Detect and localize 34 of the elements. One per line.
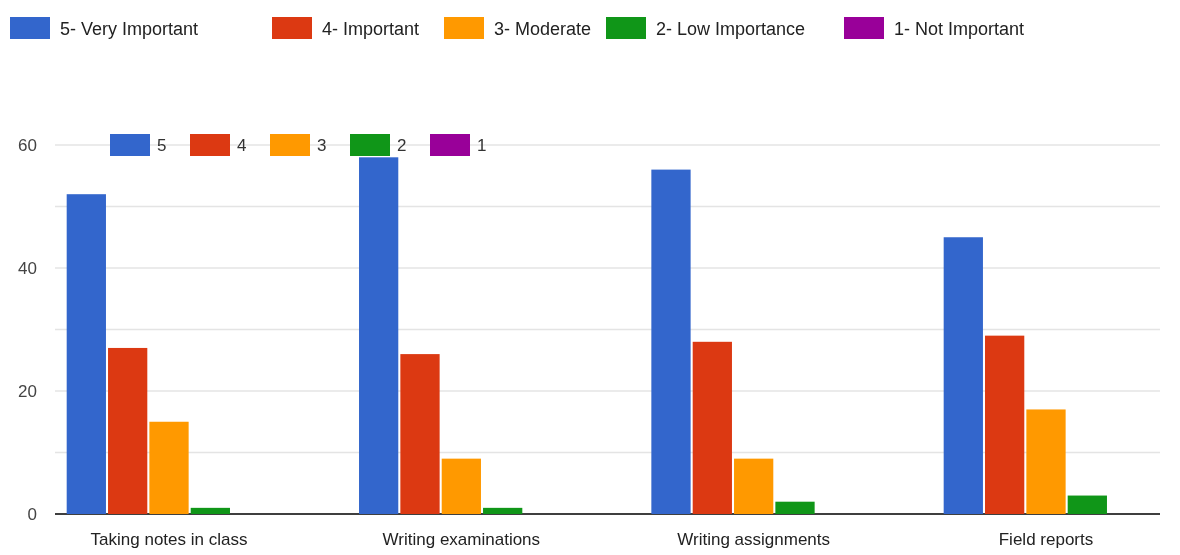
x-tick-label: Writing assignments: [677, 530, 831, 549]
y-tick-label: 0: [27, 504, 37, 524]
legend-label: 3: [317, 135, 327, 155]
bar: [734, 458, 774, 514]
bar: [149, 421, 189, 514]
text: 1- Not Important: [894, 19, 1025, 39]
legend-label: 2: [397, 135, 407, 155]
bar: [66, 194, 106, 514]
legend-label: 4: [237, 135, 247, 155]
bar: [1067, 495, 1107, 514]
bar: [108, 347, 148, 514]
legend-label: 1: [477, 135, 487, 155]
bar: [400, 354, 440, 514]
bar: [483, 507, 523, 514]
bar: [359, 157, 399, 514]
bar: [775, 501, 815, 514]
text: 4- Important: [322, 19, 420, 39]
text: 5- Very Important: [60, 19, 199, 39]
y-tick-label: 40: [18, 258, 37, 278]
bar: [190, 507, 230, 514]
x-tick-label: Field reports: [998, 530, 1094, 549]
x-tick-label: Taking notes in class: [90, 530, 248, 549]
bar: [692, 341, 732, 514]
text: 3- Moderate: [494, 19, 592, 39]
x-tick-label: Writing examinations: [382, 530, 541, 549]
bar: [441, 458, 481, 514]
y-tick-label: 60: [18, 135, 37, 155]
bar: [943, 237, 983, 514]
y-tick-label: 20: [18, 381, 37, 401]
legend-label: 5: [157, 135, 167, 155]
bar: [985, 335, 1025, 514]
bar: [651, 169, 691, 514]
bar: [1026, 409, 1066, 514]
text: 2- Low Importance: [656, 19, 806, 39]
